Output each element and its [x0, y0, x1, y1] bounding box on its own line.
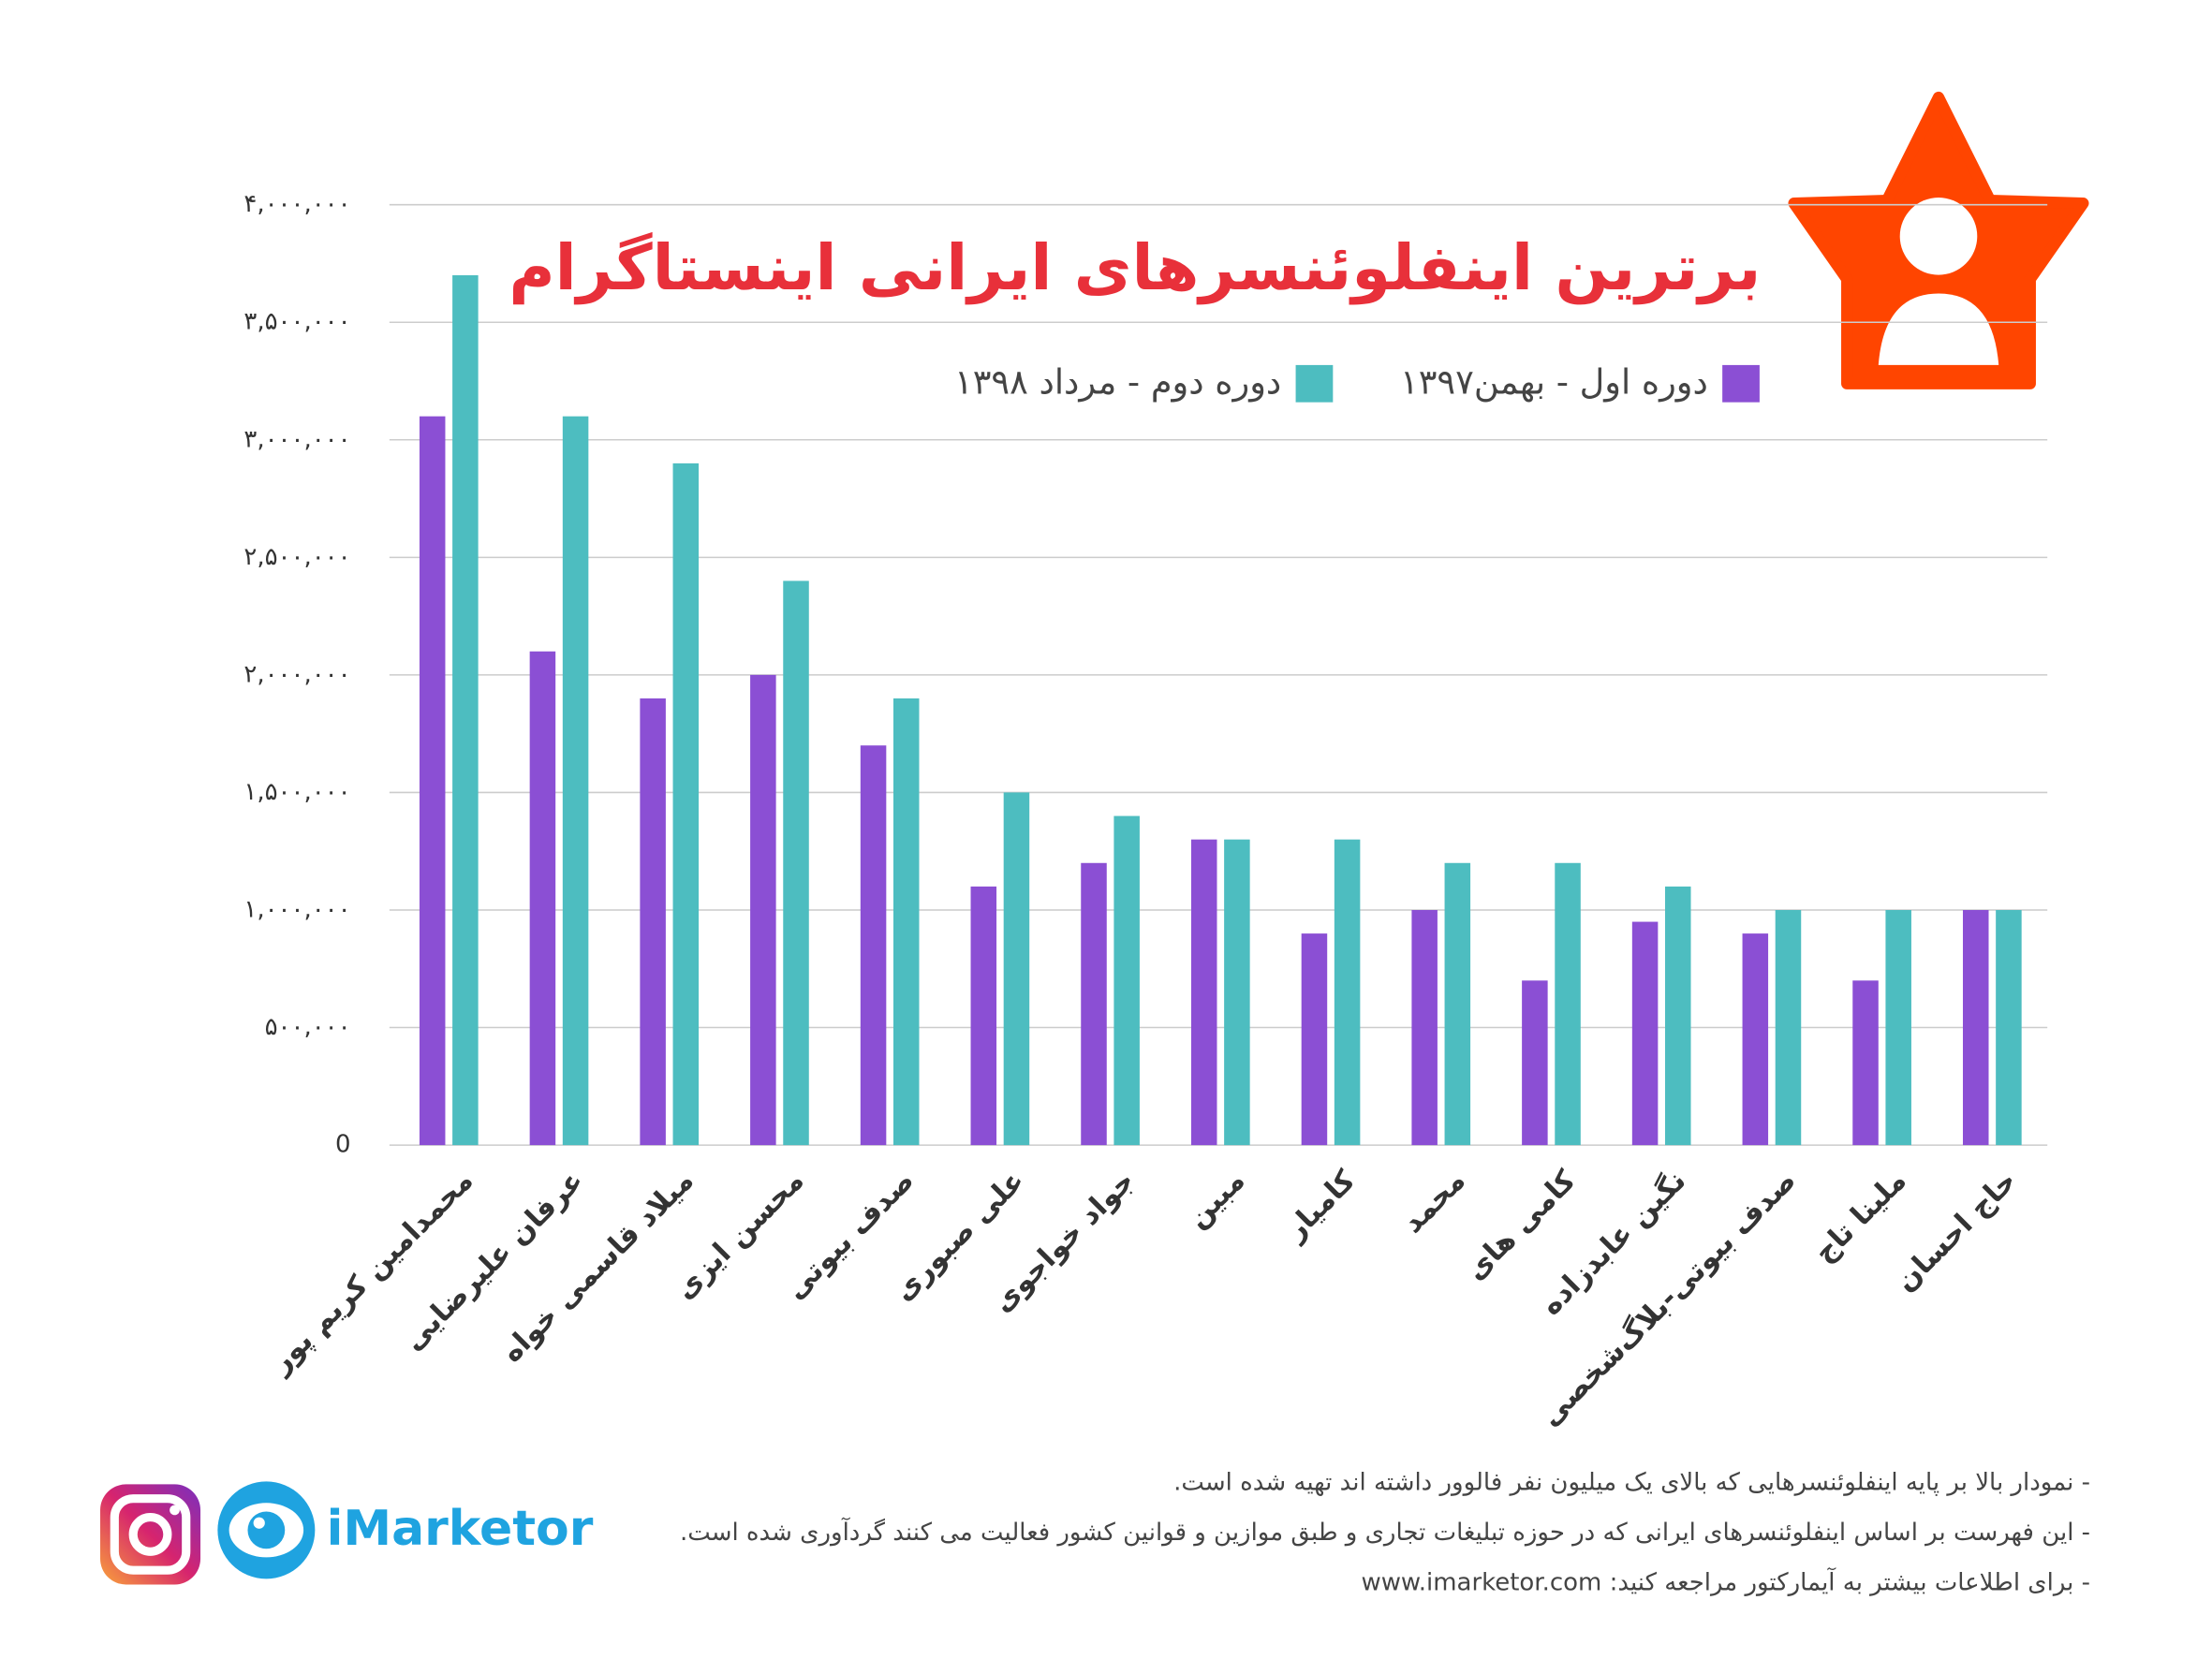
x-tick-label: مبین: [1181, 1165, 1251, 1235]
y-tick-label: ۳,۵۰۰,۰۰۰: [243, 308, 350, 336]
instagram-logo: [100, 1484, 201, 1585]
bar: [1775, 909, 1802, 1146]
legend-label: دوره دوم - مرداد ۱۳۹۸: [954, 361, 1281, 402]
footnote: - برای اطلاعات بیشتر به آیمارکتور مراجعه…: [1361, 1566, 2090, 1596]
bar: [783, 580, 809, 1146]
x-tick-label: محمدامین کریم پور: [263, 1165, 479, 1381]
star-icon: [1788, 91, 2089, 389]
bar: [1334, 839, 1361, 1146]
footnote: - نمودار بالا بر پایه اینفلوئنسرهایی که …: [1173, 1468, 2090, 1496]
bar: [1081, 862, 1107, 1146]
bar: [1522, 980, 1548, 1146]
bar: [1113, 815, 1140, 1146]
bar: [1224, 839, 1250, 1146]
bar: [452, 275, 479, 1146]
bar: [640, 697, 666, 1146]
y-tick-label: ۲,۰۰۰,۰۰۰: [243, 660, 350, 688]
bar: [529, 651, 556, 1146]
bar: [860, 745, 887, 1146]
x-tick-label: کامیار: [1277, 1164, 1362, 1248]
chart-title: برترین اینفلوئنسرهای ایرانی اینستاگرام: [509, 231, 1761, 305]
bar: [1885, 909, 1911, 1146]
y-tick-label: ۱,۰۰۰,۰۰۰: [243, 895, 350, 923]
bar: [1664, 886, 1691, 1146]
x-tick-label: محمد: [1396, 1165, 1472, 1241]
bar: [1962, 909, 1989, 1146]
brand: iMarketor: [327, 1501, 594, 1557]
legend-swatch: [1722, 364, 1760, 403]
bar: [1631, 921, 1659, 1146]
footnote: - این فهرست بر اساس اینفلوئنسرهای ایرانی…: [680, 1517, 2090, 1547]
bar: [970, 886, 997, 1146]
imarketor-logo: [217, 1481, 316, 1579]
legend-swatch: [1295, 364, 1334, 403]
bar: [750, 674, 776, 1146]
y-tick-label: ۳,۰۰۰,۰۰۰: [243, 425, 350, 453]
bar: [1190, 839, 1217, 1146]
bar: [419, 416, 446, 1146]
y-tick-label: 0: [335, 1131, 351, 1159]
legend-label: دوره اول - بهمن۱۳۹۷: [1400, 361, 1708, 402]
y-tick-label: ۵۰۰,۰۰۰: [265, 1013, 351, 1041]
bar: [892, 697, 920, 1146]
y-tick-label: ۲,۵۰۰,۰۰۰: [243, 543, 350, 571]
bar: [1996, 909, 2022, 1146]
bar: [1852, 980, 1879, 1146]
bar: [1411, 909, 1438, 1146]
bar: [1742, 933, 1769, 1146]
y-tick-label: ۴,۰۰۰,۰۰۰: [243, 190, 350, 218]
bar: [1003, 792, 1030, 1146]
bar: [1444, 862, 1471, 1146]
x-tick-label: ملینا تاج: [1808, 1165, 1913, 1270]
bar: [1301, 933, 1328, 1146]
y-tick-label: ۱,۵۰۰,۰۰۰: [243, 778, 350, 806]
x-tick-label: میلاد قاسمی خواه: [495, 1165, 700, 1370]
bar: [672, 462, 700, 1146]
bar: [562, 416, 589, 1146]
bar: [1555, 862, 1581, 1146]
